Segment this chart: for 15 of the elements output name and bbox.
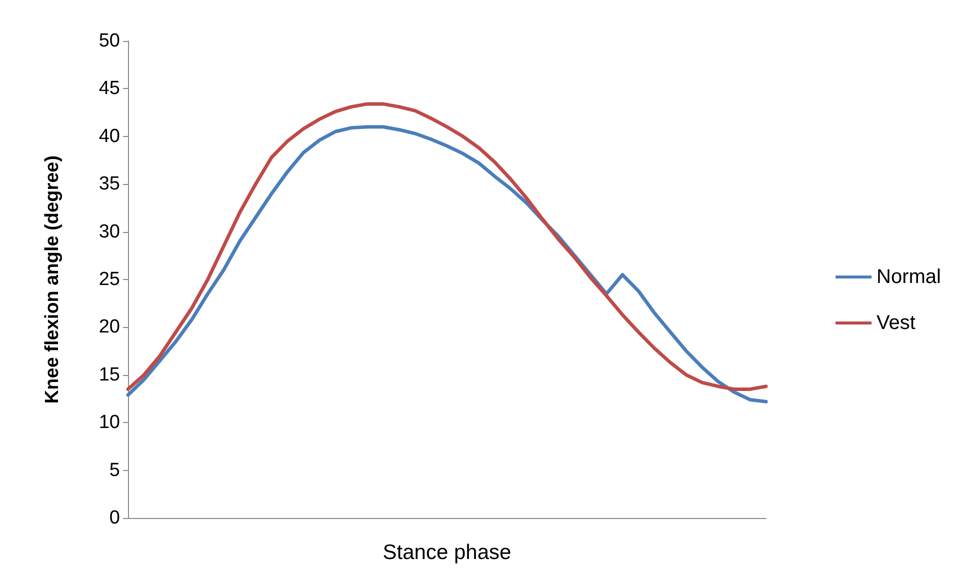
y-tick-label: 0 xyxy=(109,508,120,528)
y-tick-label: 30 xyxy=(98,221,120,242)
x-axis-title: Stance phase xyxy=(382,541,512,564)
y-tick-label: 20 xyxy=(98,316,120,338)
y-tick-label: 25 xyxy=(98,269,120,290)
y-tick-label: 15 xyxy=(98,364,120,386)
y-tick-label: 35 xyxy=(98,174,120,195)
y-tick-label: 5 xyxy=(109,460,120,481)
legend-label: Vest xyxy=(876,312,916,334)
y-tick-label: 10 xyxy=(98,412,120,434)
y-tick-label: 40 xyxy=(98,126,120,147)
y-tick-label: 45 xyxy=(98,78,120,100)
y-tick-label: 50 xyxy=(98,30,120,52)
legend-label: Normal xyxy=(876,266,941,288)
y-axis-title: Knee flexion angle (degree) xyxy=(42,155,63,404)
